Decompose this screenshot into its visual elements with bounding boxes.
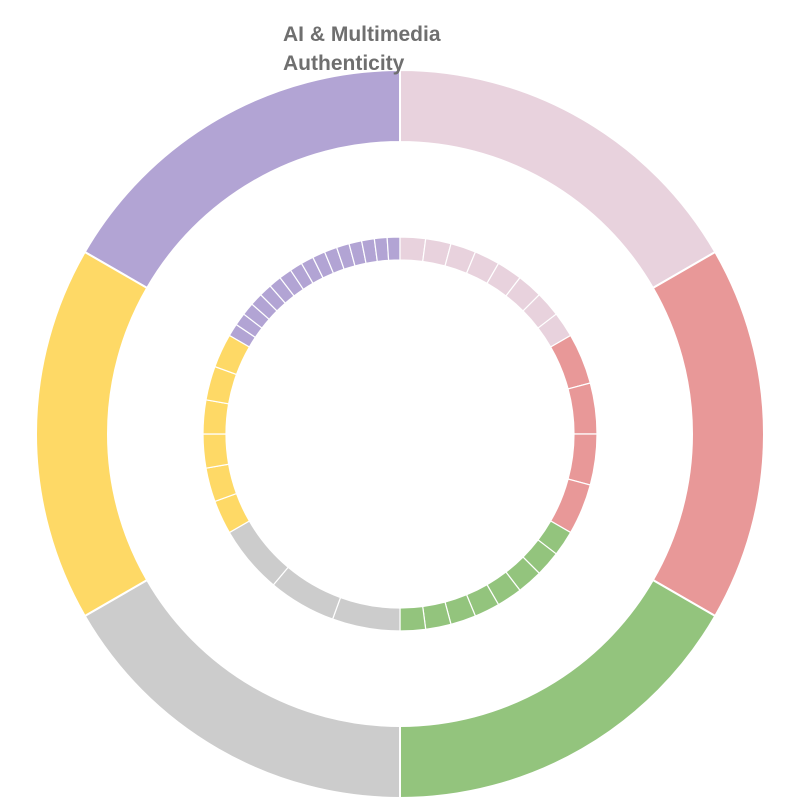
inner-segment-red-1 [549, 334, 592, 390]
inner-segment-gray-2 [272, 566, 342, 620]
inner-segment-green-8 [399, 605, 427, 632]
inner-segment-gray-1 [331, 596, 401, 632]
inner-segment-gray-3 [228, 520, 290, 586]
inner-segment-yellow-4 [202, 399, 230, 435]
inner-segment-yellow-3 [202, 433, 230, 469]
inner-segment-red-2 [567, 382, 598, 435]
inner-segment-yellow-6 [214, 334, 251, 376]
outer-ring [35, 68, 765, 800]
inner-segment-red-3 [567, 433, 598, 486]
outer-segment-yellow [35, 250, 149, 618]
inner-segment-purple-16 [386, 236, 401, 262]
inner-segment-pink-1 [399, 236, 427, 263]
segment-label-ai-multimedia-authenticity: AI & Multimedia Authenticity [283, 23, 441, 75]
inner-segment-green-7 [422, 601, 452, 630]
outer-segment-red [651, 250, 765, 618]
inner-segment-yellow-2 [205, 463, 238, 503]
inner-ring [202, 236, 598, 632]
inner-segment-purple-15 [373, 236, 390, 263]
